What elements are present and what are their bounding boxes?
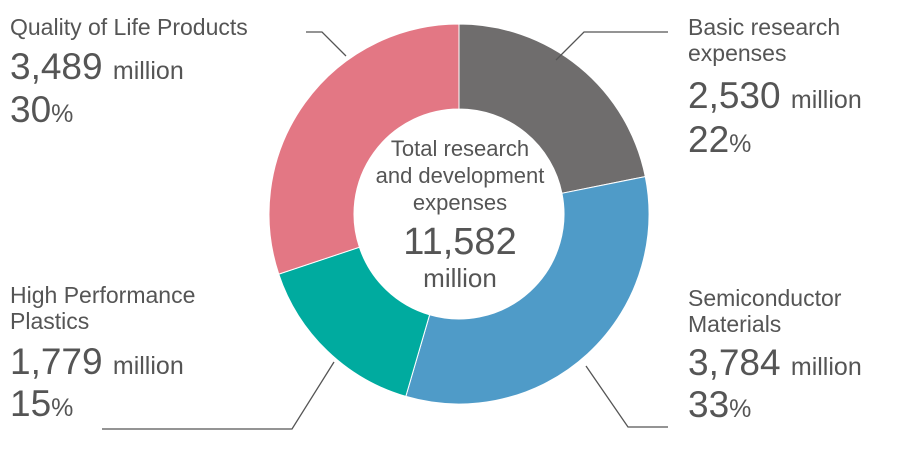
leader-line-quality-of-life	[306, 31, 347, 57]
segment-name: Basic research expenses	[688, 14, 862, 67]
segment-amount-value: 2,530	[688, 74, 781, 116]
segment-amount-value: 3,489	[10, 46, 103, 88]
segment-name-line: High Performance	[10, 282, 196, 308]
segment-label-high-performance-plastics: High Performance Plastics 1,779 million …	[10, 282, 195, 426]
segment-label-semiconductor: Semiconductor Materials 3,784 million 33…	[688, 285, 862, 427]
center-title-line: Total research	[390, 136, 530, 161]
slice-semiconductor	[405, 175, 650, 405]
segment-percent: 30%	[10, 89, 248, 132]
segment-percent: 33%	[688, 384, 862, 427]
leader-line-semiconductor	[585, 365, 668, 428]
segment-amount-unit: million	[790, 85, 862, 114]
segment-name: Quality of Life Products	[10, 14, 248, 40]
segment-label-quality-of-life: Quality of Life Products 3,489 million 3…	[10, 14, 248, 132]
segment-name-line: Plastics	[10, 308, 90, 335]
segment-percent-value: 33	[688, 384, 730, 426]
center-title-line: and development	[375, 162, 545, 188]
center-total-value: 11,582	[403, 221, 517, 264]
segment-percent-value: 22	[688, 119, 730, 161]
leader-line-high-performance-plastics	[102, 361, 335, 430]
segment-amount: 2,530 million	[688, 75, 862, 118]
slice-quality-of-life	[268, 23, 460, 275]
segment-amount-unit: million	[112, 351, 184, 380]
segment-amount-value: 3,784	[688, 341, 781, 383]
segment-name-line: expenses	[688, 40, 787, 67]
segment-percent-unit: %	[51, 394, 74, 423]
segment-name: Semiconductor Materials	[688, 285, 862, 338]
segment-amount-unit: million	[790, 352, 862, 381]
segment-percent-unit: %	[51, 99, 74, 128]
segment-percent-value: 30	[10, 88, 52, 130]
segment-name-line: Semiconductor	[688, 285, 842, 311]
segment-name-line: Basic research	[688, 14, 841, 40]
slice-basic-research	[458, 23, 646, 194]
segment-percent: 22%	[688, 119, 862, 162]
segment-percent-unit: %	[729, 130, 752, 159]
segment-name-line: Quality of Life Products	[10, 14, 248, 40]
donut-slices	[268, 23, 650, 405]
segment-amount: 3,784 million	[688, 342, 862, 385]
segment-percent: 15%	[10, 383, 195, 426]
segment-amount: 3,489 million	[10, 46, 248, 89]
segment-amount: 1,779 million	[10, 341, 195, 384]
leader-line-basic-research	[555, 31, 668, 61]
center-title-line: expenses	[412, 189, 508, 215]
segment-name-line: Materials	[688, 311, 782, 338]
segment-percent-value: 15	[10, 383, 52, 425]
leader-lines	[102, 31, 668, 430]
center-title: Total research and development expenses	[360, 136, 560, 216]
segment-amount-value: 1,779	[10, 340, 103, 382]
segment-percent-unit: %	[729, 395, 752, 424]
center-total-unit: million	[423, 263, 497, 294]
segment-amount-unit: million	[112, 57, 184, 86]
segment-label-basic-research: Basic research expenses 2,530 million 22…	[688, 14, 862, 162]
center-label: Total research and development expenses …	[360, 136, 560, 293]
segment-name: High Performance Plastics	[10, 282, 195, 335]
